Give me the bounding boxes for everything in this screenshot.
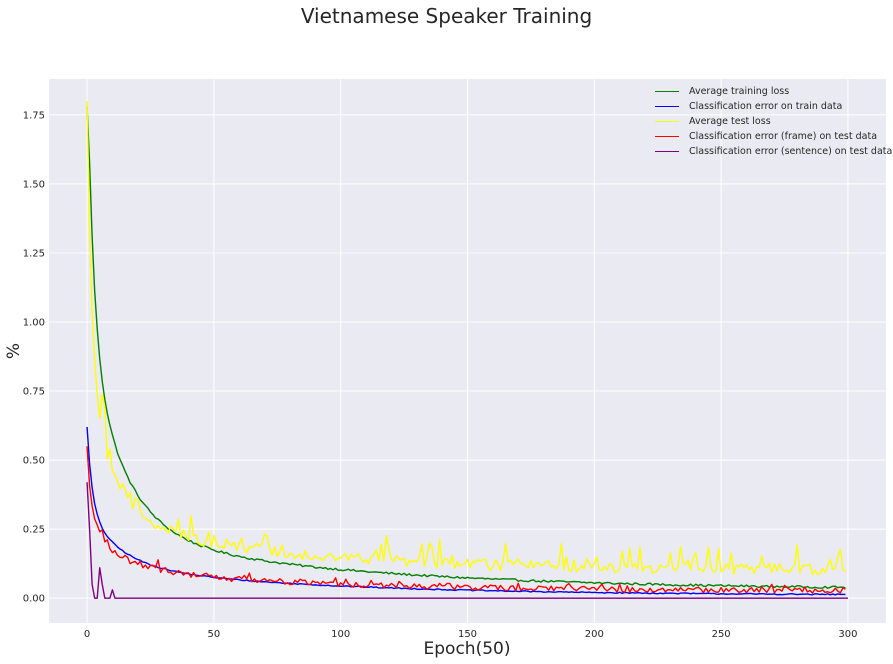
x-tick-label: 100 [331, 629, 350, 640]
chart-title: Vietnamese Speaker Training [300, 4, 593, 28]
legend-label: Classification error (frame) on test dat… [689, 131, 878, 142]
legend-item: Classification error (frame) on test dat… [655, 129, 883, 144]
legend: Average training loss Classification erro… [655, 84, 892, 159]
y-tick-label: 1.50 [23, 179, 45, 190]
x-tick-label: 300 [838, 629, 857, 640]
legend-label: Classification error (sentence) on test … [689, 146, 893, 157]
legend-item: Classification error on train data [655, 99, 883, 114]
legend-item: Average training loss [655, 84, 883, 99]
series-line [86, 482, 848, 599]
legend-item: Classification error (sentence) on test … [655, 144, 892, 159]
x-tick-label: 0 [84, 629, 90, 640]
x-tick-label: 200 [585, 629, 604, 640]
x-tick-label: 250 [712, 629, 731, 640]
y-tick-label: 0.25 [23, 525, 45, 536]
y-tick-label: 0.75 [23, 387, 45, 398]
x-tick-label: 150 [458, 629, 477, 640]
series-line [86, 106, 846, 589]
series-lines [86, 101, 848, 599]
legend-label: Classification error on train data [689, 101, 843, 112]
y-tick-label: 0.00 [23, 594, 45, 605]
y-tick-label: 1.75 [23, 110, 45, 121]
y-axis-label: % [4, 343, 24, 359]
series-line [86, 446, 846, 594]
x-tick-label: 50 [207, 629, 220, 640]
legend-label: Average training loss [689, 86, 790, 97]
legend-item: Average test loss [655, 114, 883, 129]
legend-swatch [655, 136, 679, 137]
y-tick-label: 1.25 [23, 248, 45, 259]
legend-label: Average test loss [689, 116, 771, 127]
legend-swatch [655, 151, 679, 152]
legend-swatch [655, 121, 679, 122]
x-axis-label: Epoch(50) [424, 639, 511, 659]
y-tick-label: 1.00 [23, 318, 45, 329]
tick-labels: 0 50 100 150 200 250 300 0.00 0.25 0.50 0.75 1.00 1.… [23, 110, 858, 640]
legend-swatch [655, 91, 679, 92]
legend-swatch [655, 106, 679, 107]
y-tick-label: 0.50 [23, 456, 45, 467]
series-line [86, 101, 846, 576]
